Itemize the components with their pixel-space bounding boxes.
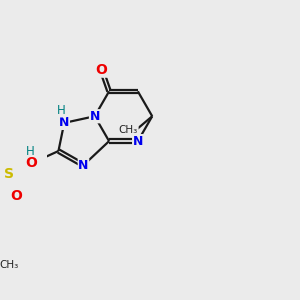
Text: N: N [89, 110, 100, 123]
Text: CH₃: CH₃ [119, 125, 138, 135]
Text: H: H [26, 145, 34, 158]
Text: N: N [59, 116, 69, 129]
Text: O: O [25, 156, 37, 170]
Text: H: H [57, 104, 66, 117]
Text: S: S [4, 167, 14, 181]
Text: O: O [96, 63, 107, 77]
Text: CH₃: CH₃ [0, 260, 18, 270]
Text: O: O [10, 189, 22, 203]
Text: N: N [27, 156, 38, 170]
Text: N: N [78, 159, 89, 172]
Text: N: N [133, 135, 143, 148]
